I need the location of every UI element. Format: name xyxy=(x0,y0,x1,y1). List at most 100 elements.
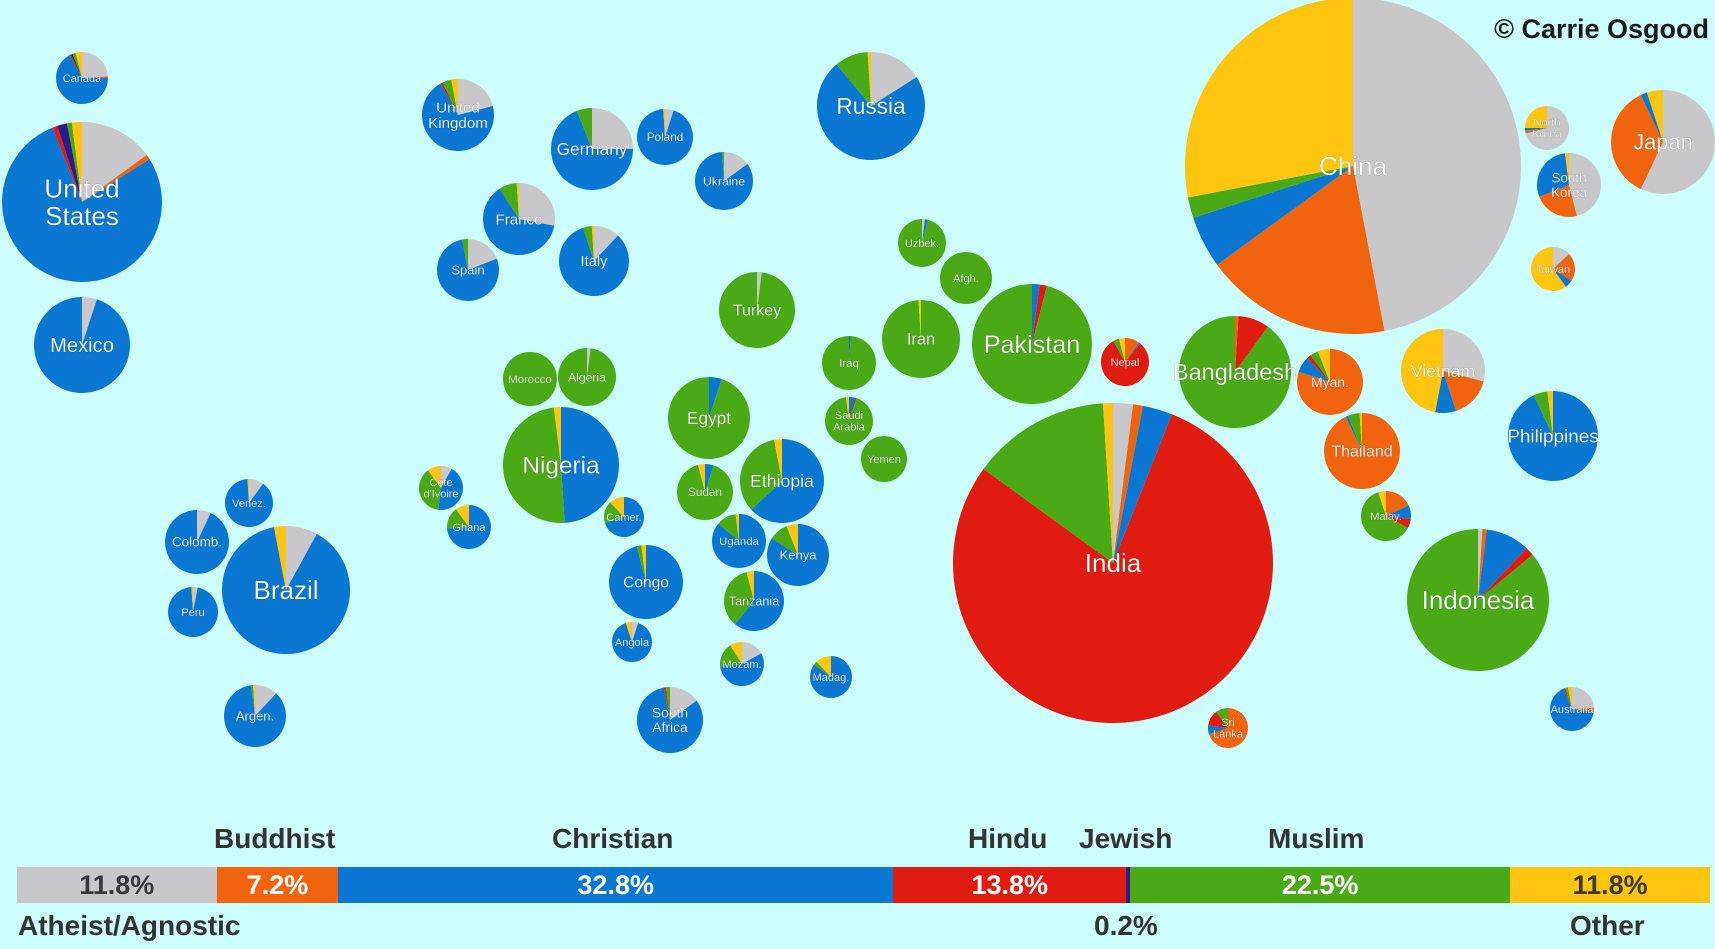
label-saudi-arabia: Arabia xyxy=(833,422,866,434)
label-saudi-arabia: Saudi xyxy=(835,410,863,422)
slice-italy-atheist-agnostic xyxy=(594,226,618,261)
slice-japan-other xyxy=(1646,90,1663,142)
label-thailand: Thailand xyxy=(1331,444,1392,461)
slice-brazil-other xyxy=(274,526,286,590)
slice-nepal-other xyxy=(1119,338,1125,362)
slice-poland-christian xyxy=(637,109,693,165)
label-sri-lanka: Sri xyxy=(1221,717,1234,729)
label-peru: Peru xyxy=(181,607,204,619)
slice-bangladesh-hindu xyxy=(1235,316,1268,372)
label-myan: Myan. xyxy=(1311,374,1349,390)
label-south-africa: South xyxy=(652,705,688,721)
slice-australia-buddhist xyxy=(1572,707,1594,712)
bubble-mozam: Mozam. xyxy=(720,642,764,686)
slice-mexico-atheist-agnostic xyxy=(82,297,97,345)
slice-uganda-christian xyxy=(712,514,767,568)
slice-indonesia-atheist-agnostic xyxy=(1478,529,1483,600)
slice-mozam-atheist-agnostic xyxy=(742,642,762,664)
slice-france-christian xyxy=(483,188,555,255)
slice-saudi-arabia-hindu xyxy=(849,397,857,421)
slice-united-kingdom-other xyxy=(451,79,458,115)
slice-argen-other xyxy=(253,685,255,716)
label-south-africa: Africa xyxy=(652,719,688,735)
slice-canada-hindu xyxy=(69,54,82,78)
slice-colomb-atheist-agnostic xyxy=(197,510,211,542)
bubble-tanzania: Tanzania xyxy=(724,571,785,631)
slice-sri-lanka-hindu xyxy=(1208,711,1228,728)
label-vietnam: Vietnam xyxy=(1411,361,1475,381)
slice-vietnam-other xyxy=(1400,329,1443,413)
slice-north-korea-buddhist xyxy=(1525,128,1547,134)
slice-congo-muslim xyxy=(636,545,646,582)
slice-uganda-other xyxy=(735,514,739,541)
slice-uzbek-atheist-agnostic xyxy=(922,219,926,243)
slice-camer-muslim xyxy=(604,502,624,524)
slice-russia-other xyxy=(867,52,871,106)
slice-malay-christian xyxy=(1386,505,1411,520)
slice-c-te-d-ivoire-atheist-agnostic xyxy=(441,466,452,488)
slice-nepal-buddhist xyxy=(1125,338,1140,362)
label-c-te-d-ivoire: d'Ivoire xyxy=(423,489,458,501)
slice-saudi-arabia-muslim xyxy=(824,397,874,446)
slice-italy-christian xyxy=(559,227,630,296)
slice-ghana-christian xyxy=(447,505,491,549)
slice-morocco-muslim xyxy=(503,352,557,406)
slice-pakistan-muslim xyxy=(972,284,1092,405)
slice-madag-other xyxy=(816,656,831,677)
world-share-bar: 11.8% 7.2% 32.8% 13.8% 22.5% 11.8% xyxy=(17,867,1710,903)
slice-south-africa-hindu xyxy=(663,687,670,720)
slice-sri-lanka-christian xyxy=(1208,725,1228,735)
label-morocco: Morocco xyxy=(508,374,551,386)
share-segment-buddhist: 7.2% xyxy=(216,867,339,903)
slice-sri-lanka-muslim xyxy=(1216,708,1228,728)
bubble-france: France xyxy=(483,183,555,255)
share-segment-other: 11.8% xyxy=(1510,867,1710,903)
label-ukraine: Ukraine xyxy=(703,174,745,188)
label-pakistan: Pakistan xyxy=(984,331,1081,359)
slice-germany-atheist-agnostic xyxy=(592,108,633,149)
slice-spain-atheist-agnostic xyxy=(468,239,497,270)
slice-united-states-christian xyxy=(2,127,163,282)
bubble-iraq: Iraq xyxy=(822,336,877,390)
legend-label-other: Other xyxy=(1570,910,1645,941)
slice-sudan-christian xyxy=(705,464,714,492)
slice-bangladesh-muslim xyxy=(1179,316,1292,428)
bubble-nigeria: Nigeria xyxy=(502,407,620,523)
slice-vietnam-atheist-agnostic xyxy=(1443,329,1485,382)
slice-thailand-buddhist xyxy=(1324,412,1401,490)
slice-malay-buddhist xyxy=(1386,491,1409,516)
label-united-kingdom: Kingdom xyxy=(428,115,488,132)
legend-label-jewish: Jewish xyxy=(1079,823,1173,854)
bubble-germany: Germany xyxy=(550,108,633,191)
label-japan: Japan xyxy=(1633,130,1692,155)
label-united-states: States xyxy=(45,201,119,231)
slice-ukraine-atheist-agnostic xyxy=(724,152,748,181)
slice-myan-muslim xyxy=(1310,351,1330,382)
slice-egypt-christian xyxy=(709,377,722,418)
slice-peru-atheist-agnostic xyxy=(193,587,198,612)
bubble-algeria: Algeria xyxy=(558,348,617,406)
bubble-thailand: Thailand xyxy=(1324,412,1401,490)
share-segment-atheist-agnostic: 11.8% xyxy=(17,867,217,903)
slice-angola-other xyxy=(625,622,632,642)
slice-north-korea-christian xyxy=(1525,128,1547,131)
slice-france-muslim xyxy=(499,183,519,219)
slice-malay-muslim xyxy=(1360,492,1408,541)
slice-united-states-other xyxy=(71,122,82,202)
slice-spain-christian xyxy=(436,239,499,301)
label-spain: Spain xyxy=(451,263,484,278)
label-iraq: Iraq xyxy=(839,358,859,370)
slice-india-other xyxy=(1102,403,1113,563)
slice-madag-christian xyxy=(810,656,853,698)
bubble-poland: Poland xyxy=(637,109,693,165)
label-uganda: Uganda xyxy=(719,536,759,548)
slice-uzbek-muslim xyxy=(898,219,947,268)
slice-nigeria-muslim xyxy=(502,407,565,523)
slice-france-other xyxy=(516,183,519,219)
slice-russia-atheist-agnostic xyxy=(871,52,917,106)
label-poland: Poland xyxy=(647,131,684,144)
slice-uzbek-christian xyxy=(922,219,928,243)
slice-south-korea-christian xyxy=(1537,153,1569,197)
slice-kenya-muslim xyxy=(771,526,798,555)
